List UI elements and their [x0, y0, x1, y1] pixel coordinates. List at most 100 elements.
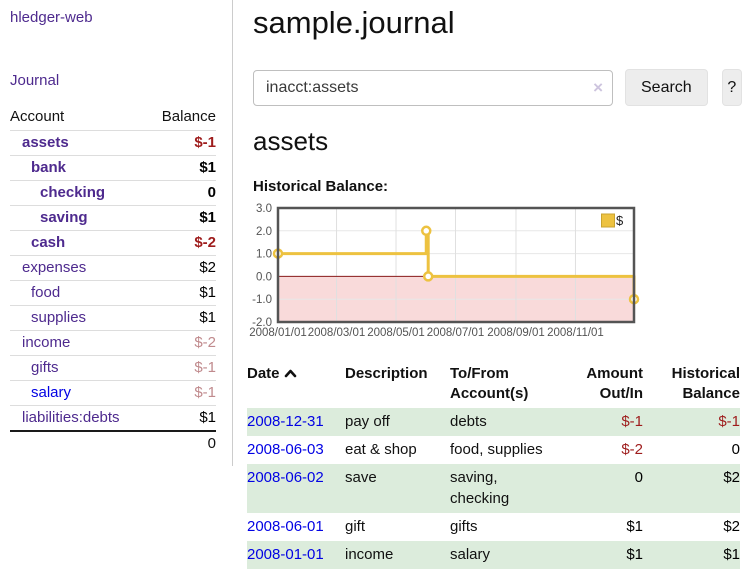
search-button[interactable]: Search	[625, 69, 708, 106]
register-header-description: Description	[345, 365, 428, 382]
transaction-amount: 0	[634, 469, 643, 486]
account-balance: $1	[199, 409, 216, 426]
search-box: ×	[253, 69, 613, 106]
transaction-date-link[interactable]: 2008-06-03	[247, 441, 324, 458]
register-header-tofrom: To/From Account(s)	[450, 365, 529, 402]
account-link[interactable]: gifts	[31, 359, 59, 376]
page-title: sample.journal	[253, 5, 455, 40]
transaction-balance: $-1	[718, 413, 740, 430]
transaction-date-link[interactable]: 2008-01-01	[247, 546, 324, 563]
sidebar-nav: Journal	[10, 72, 215, 90]
transaction-description: save	[345, 469, 377, 486]
transaction-date-link[interactable]: 2008-06-01	[247, 518, 324, 535]
transaction-description: gift	[345, 518, 366, 535]
register-header-balance: Historical Balance	[671, 365, 740, 402]
account-row-cash: cash $-2	[10, 230, 216, 256]
register-header-amount: Amount Out/In	[586, 365, 643, 402]
svg-text:$: $	[616, 213, 624, 228]
accounts-table: Account Balance assets $-1 bank $1 check…	[10, 105, 216, 456]
transaction-accounts: saving, checking	[450, 469, 510, 507]
search-input[interactable]	[253, 69, 613, 106]
account-row-bank: bank $1	[10, 155, 216, 181]
transaction-accounts: debts	[450, 413, 487, 430]
account-row-income: income $-2	[10, 330, 216, 356]
account-link[interactable]: supplies	[31, 309, 87, 326]
svg-text:2008/11/01: 2008/11/01	[547, 327, 604, 339]
transaction-amount: $-1	[621, 413, 643, 430]
sidebar-item-journal[interactable]: Journal	[10, 72, 60, 89]
account-link[interactable]: assets	[22, 134, 69, 151]
register-header-date-label: Date	[247, 365, 280, 382]
account-heading: assets	[253, 126, 329, 156]
account-link[interactable]: checking	[40, 184, 106, 201]
svg-text:0.0: 0.0	[256, 271, 272, 283]
transaction-description: income	[345, 546, 394, 563]
transaction-balance: $2	[723, 469, 740, 486]
account-row-supplies: supplies $1	[10, 305, 216, 331]
svg-text:1.0: 1.0	[256, 249, 272, 261]
accounts-total-balance: 0	[207, 435, 216, 452]
transaction-amount: $1	[626, 546, 643, 563]
account-balance: $2	[199, 259, 216, 276]
help-button[interactable]: ?	[721, 69, 742, 106]
transaction-amount: $-2	[621, 441, 643, 458]
account-row-saving: saving $1	[10, 205, 216, 231]
register-header-date[interactable]: Date	[247, 361, 345, 408]
account-link[interactable]: income	[22, 334, 71, 351]
clear-search-icon[interactable]: ×	[593, 77, 603, 97]
svg-text:2008/05/01: 2008/05/01	[367, 327, 425, 339]
transaction-date-link[interactable]: 2008-12-31	[247, 413, 324, 430]
account-row-assets: assets $-1	[10, 130, 216, 156]
account-row-gifts: gifts $-1	[10, 355, 216, 381]
account-balance: $1	[199, 284, 216, 301]
register-row: 2008-06-03 eat & shop food, supplies $-2…	[247, 436, 740, 464]
account-link[interactable]: salary	[31, 384, 72, 401]
register-row: 2008-01-01 income salary $1 $1	[247, 541, 740, 569]
transaction-accounts: salary	[450, 546, 491, 563]
account-balance: $-1	[194, 134, 216, 151]
sidebar: hledger-web Journal Account Balance asse…	[0, 0, 233, 466]
transaction-balance: $2	[723, 518, 740, 535]
svg-text:3.0: 3.0	[256, 203, 272, 215]
register-row: 2008-06-01 gift gifts $1 $2	[247, 513, 740, 541]
search-form: × Search ?	[253, 69, 742, 106]
account-balance: 0	[207, 184, 216, 201]
register-header-row: Date Description To/From Account(s) Amou…	[247, 361, 740, 408]
account-balance: $-1	[194, 384, 216, 401]
transaction-amount: $1	[626, 518, 643, 535]
svg-text:2008/07/01: 2008/07/01	[427, 327, 485, 339]
transaction-description: pay off	[345, 413, 390, 430]
register-row: 2008-12-31 pay off debts $-1 $-1	[247, 408, 740, 436]
register-row: 2008-06-02 save saving, checking 0 $2	[247, 464, 740, 513]
account-balance: $1	[199, 159, 216, 176]
account-balance: $1	[199, 309, 216, 326]
account-link[interactable]: food	[31, 284, 61, 301]
accounts-header-balance: Balance	[161, 108, 216, 125]
transaction-accounts: gifts	[450, 518, 478, 535]
account-link[interactable]: expenses	[22, 259, 87, 276]
transaction-date-link[interactable]: 2008-06-02	[247, 469, 324, 486]
account-row-expenses: expenses $2	[10, 255, 216, 281]
sort-ascending-icon	[284, 369, 296, 378]
svg-text:-1.0: -1.0	[252, 294, 272, 306]
account-link[interactable]: saving	[40, 209, 88, 226]
account-row-food: food $1	[10, 280, 216, 306]
account-link[interactable]: liabilities:debts	[22, 409, 120, 426]
account-link[interactable]: bank	[31, 159, 67, 176]
accounts-header-row: Account Balance	[10, 105, 216, 131]
svg-text:2008/09/01: 2008/09/01	[487, 327, 545, 339]
account-balance: $-2	[194, 234, 216, 251]
svg-text:2008/03/01: 2008/03/01	[308, 327, 366, 339]
accounts-header-account: Account	[10, 108, 65, 125]
transaction-description: eat & shop	[345, 441, 417, 458]
transaction-accounts: food, supplies	[450, 441, 543, 458]
svg-text:2008/01/01: 2008/01/01	[249, 327, 307, 339]
transaction-balance: 0	[731, 441, 740, 458]
chart-heading: Historical Balance:	[253, 178, 389, 195]
app-brand-link[interactable]: hledger-web	[10, 9, 93, 26]
account-balance: $-2	[194, 334, 216, 351]
accounts-total-row: 0	[10, 431, 216, 456]
account-balance: $-1	[194, 359, 216, 376]
account-link[interactable]: cash	[31, 234, 66, 251]
